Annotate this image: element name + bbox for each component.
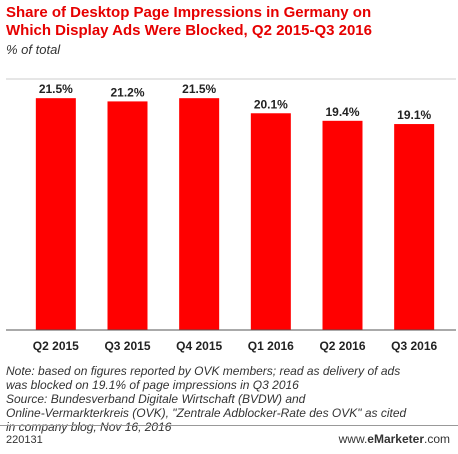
data-label: 21.5%: [39, 82, 73, 96]
source-line-2: Online-Vermarkterkreis (OVK), "Zentrale …: [6, 406, 407, 420]
note-line-1: Note: based on figures reported by OVK m…: [6, 364, 401, 378]
category-label: Q1 2016: [248, 339, 294, 353]
chart-notes: Note: based on figures reported by OVK m…: [6, 364, 452, 434]
brand-name: eMarketer: [367, 432, 424, 446]
bar-q3-2016: [394, 124, 435, 330]
note-line-2: was blocked on 19.1% of page impressions…: [6, 378, 299, 392]
category-label: Q2 2016: [319, 339, 365, 353]
data-label: 19.4%: [325, 105, 359, 119]
category-label: Q3 2015: [104, 339, 150, 353]
data-label: 20.1%: [254, 97, 288, 111]
bar-q4-2015: [179, 98, 220, 330]
chart-title: Share of Desktop Page Impressions in Ger…: [6, 4, 452, 40]
bar-q2-2016: [322, 120, 363, 331]
data-label: 21.5%: [182, 82, 216, 96]
category-label: Q2 2015: [33, 339, 79, 353]
chart-title-line-1: Share of Desktop Page Impressions in Ger…: [6, 4, 372, 21]
brand-prefix: www.: [338, 432, 368, 446]
data-label: 19.1%: [397, 108, 431, 122]
bar-chart: 21.5% Q2 2015 21.2% Q3 2015 21.5% Q4 2015 20.1…: [6, 78, 456, 353]
chart-title-line-2: Which Display Ads Were Blocked, Q2 2015-…: [6, 22, 372, 39]
category-label: Q3 2016: [391, 339, 437, 353]
bar-q3-2015: [107, 101, 148, 330]
category-label: Q4 2015: [176, 339, 222, 353]
source-line-3: in company blog, Nov 16, 2016: [6, 420, 172, 434]
chart-id: 220131: [6, 434, 43, 446]
bar-q2-2015: [35, 98, 76, 330]
brand-link[interactable]: www.eMarketer.com: [339, 432, 450, 446]
source-line-1: Source: Bundesverband Digitale Wirtschaf…: [6, 392, 306, 406]
brand-suffix: .com: [423, 432, 450, 446]
chart-subtitle: % of total: [6, 42, 61, 57]
bar-q1-2016: [250, 113, 291, 330]
data-label: 21.2%: [110, 85, 144, 99]
footer: 220131 www.eMarketer.com: [0, 425, 458, 454]
